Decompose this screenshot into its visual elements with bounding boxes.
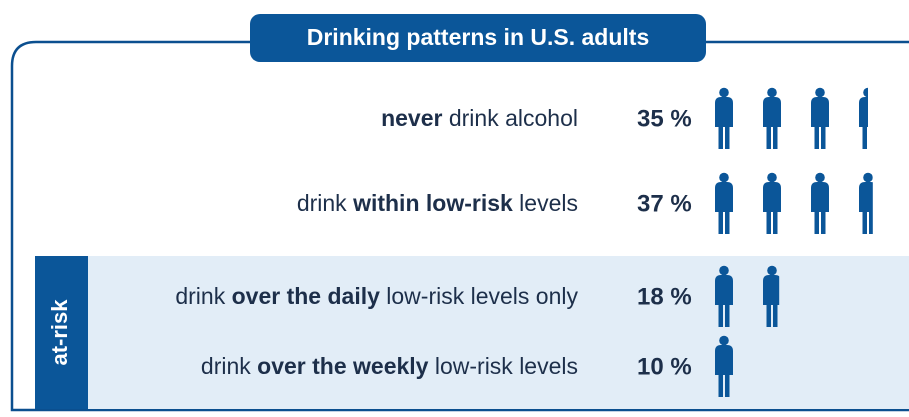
group-label: at-risk — [47, 299, 72, 366]
icon-head — [719, 172, 729, 183]
person-icon — [763, 87, 781, 149]
label-part: low-risk levels — [428, 353, 578, 379]
pictogram — [715, 172, 873, 234]
person-icon — [715, 265, 733, 327]
label-part: levels — [513, 190, 578, 216]
icon-body — [715, 275, 733, 327]
person-icon — [715, 172, 733, 234]
label-part: within low-risk — [352, 190, 513, 216]
icon-head — [767, 87, 777, 98]
person-icon — [859, 172, 873, 234]
icon-head — [719, 335, 729, 346]
icons — [715, 335, 733, 397]
row-label: never drink alcohol — [381, 105, 578, 131]
label-part: over the weekly — [257, 353, 429, 379]
icons — [715, 87, 868, 149]
icon-head — [815, 87, 825, 98]
person-icon — [715, 335, 733, 397]
label-part: drink — [297, 190, 353, 216]
label-part: drink — [201, 353, 257, 379]
person-icon — [811, 87, 829, 149]
icon-body — [715, 182, 733, 234]
title-tab — [250, 14, 706, 62]
value-label: 37 % — [637, 190, 692, 217]
icon-head — [719, 265, 729, 276]
icon-head — [719, 87, 729, 98]
icon-body — [859, 182, 873, 234]
value-label: 35 % — [637, 105, 692, 132]
label-part: never — [381, 105, 442, 131]
label-part: over the daily — [232, 283, 380, 309]
icons — [715, 172, 873, 234]
group-tab — [35, 256, 88, 409]
icon-body — [859, 97, 868, 149]
icon-body — [763, 275, 780, 327]
icon-body — [763, 97, 781, 149]
label-part: drink alcohol — [442, 105, 578, 131]
label-part: low-risk levels only — [380, 283, 579, 309]
person-icon — [715, 87, 733, 149]
icon-body — [715, 97, 733, 149]
icon-body — [811, 97, 829, 149]
icon-head — [767, 172, 777, 183]
icon-body — [715, 345, 733, 397]
row-label: drink over the daily low-risk levels onl… — [175, 283, 578, 309]
icon-head — [767, 265, 777, 276]
pictogram — [715, 335, 733, 397]
pictogram — [715, 265, 780, 327]
icon-head — [815, 172, 825, 183]
row-label: drink over the weekly low-risk levels — [201, 353, 578, 379]
value-label: 10 % — [637, 353, 692, 380]
person-icon — [763, 265, 780, 327]
pictogram — [715, 87, 868, 149]
label-part: drink — [175, 283, 231, 309]
value-label: 18 % — [637, 283, 692, 310]
person-icon — [859, 87, 868, 149]
icon-body — [811, 182, 829, 234]
icon-body — [763, 182, 781, 234]
row-label: drink within low-risk levels — [297, 190, 578, 216]
icons — [715, 265, 780, 327]
chart-title: Drinking patterns in U.S. adults — [307, 24, 649, 50]
icon-head — [863, 172, 873, 183]
person-icon — [763, 172, 781, 234]
icon-head — [863, 87, 868, 98]
person-icon — [811, 172, 829, 234]
